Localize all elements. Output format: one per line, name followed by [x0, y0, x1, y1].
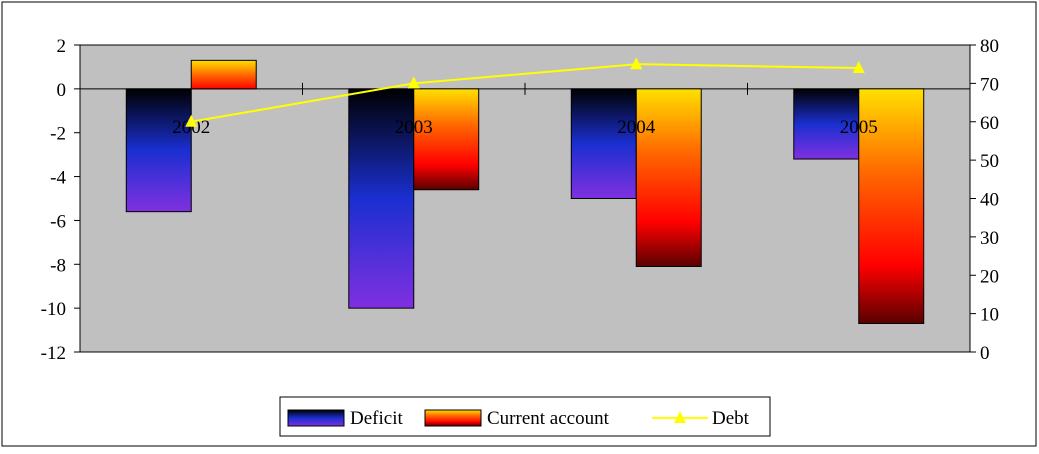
debt-marker: [852, 61, 865, 74]
current-account-bar: [635, 88, 702, 267]
right-axis-tick-label: 10: [980, 305, 999, 326]
legend-box: [279, 396, 771, 437]
left-axis-tick-label: 2: [57, 36, 67, 57]
left-axis-tick-label: -4: [50, 168, 66, 189]
debt-marker: [185, 114, 198, 127]
right-axis-tick-label: 40: [980, 190, 999, 211]
deficit-bar: [570, 88, 637, 199]
left-axis-tick-label: -12: [41, 343, 66, 364]
legend: Deficit Current account Debt: [279, 396, 771, 437]
current-account-bar: [858, 88, 925, 324]
left-axis-tick-label: -10: [41, 299, 66, 320]
right-axis-tick-label: 70: [980, 74, 999, 95]
left-axis-tick-label: -2: [50, 124, 66, 145]
legend-swatch-debt-marker: [674, 411, 686, 423]
right-axis-tick-label: 60: [980, 113, 999, 134]
legend-label-deficit: Deficit: [350, 408, 403, 429]
debt-line: [191, 63, 859, 123]
bars: [125, 59, 925, 324]
right-axis-tick-label: 0: [980, 343, 990, 364]
category-label: 2002: [172, 117, 210, 138]
category-label: 2005: [840, 117, 878, 138]
legend-label-debt: Debt: [712, 408, 750, 429]
left-axis-tick-label: -8: [50, 255, 66, 276]
current-account-bar: [190, 59, 257, 90]
debt-line-layer: [185, 57, 865, 127]
right-axis-tick-label: 20: [980, 266, 999, 287]
category-label: 2003: [395, 117, 433, 138]
debt-marker: [407, 76, 420, 89]
left-axis-tick-label: 0: [57, 80, 67, 101]
legend-swatch-deficit: [287, 409, 345, 427]
current-account-bar: [413, 88, 480, 191]
debt-marker: [630, 57, 643, 70]
deficit-bar: [125, 88, 192, 213]
legend-swatch-current-account: [424, 409, 482, 427]
category-label: 2004: [617, 117, 656, 138]
category-labels: 2002 2003 2004 2005: [172, 117, 878, 138]
right-axis-tick-label: 50: [980, 151, 999, 172]
legend-label-current-account: Current account: [487, 408, 610, 429]
right-axis-tick-label: 30: [980, 228, 999, 249]
left-axis-tick-label: -6: [50, 211, 66, 232]
right-axis-tick-label: 80: [980, 36, 999, 57]
deficit-bar: [348, 88, 415, 309]
